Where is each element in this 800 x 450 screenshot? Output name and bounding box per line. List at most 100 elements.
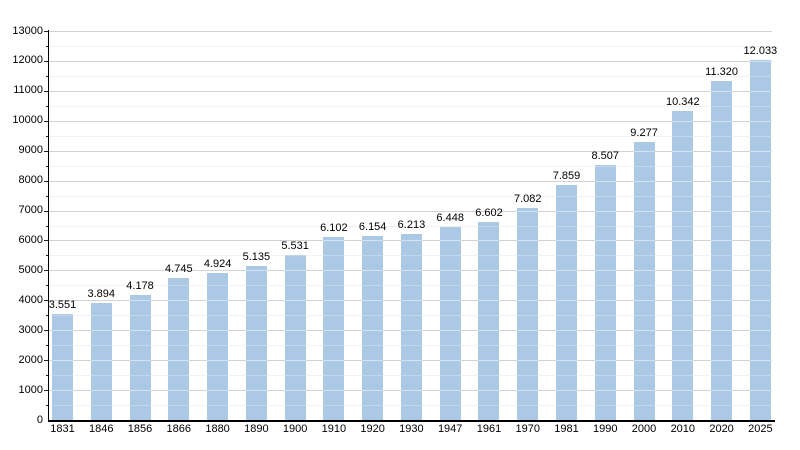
bar [672, 110, 694, 420]
bar-value-label: 11.320 [705, 66, 738, 79]
bar-value-label: 9.277 [630, 127, 658, 140]
y-tick-label: 13000 [12, 24, 43, 37]
x-tick-label: 2010 [670, 423, 696, 435]
minor-gridline [49, 195, 772, 197]
major-gridline-overlay [49, 150, 772, 152]
plot-area: 3.551 3.894 4.178 4.745 4.924 5.135 5.531 6.102… [44, 30, 777, 422]
bar [129, 294, 151, 420]
minor-gridline [49, 45, 772, 47]
bar-value-label: 12.033 [743, 44, 778, 57]
minor-gridline-overlay [49, 45, 772, 47]
y-ticks-layer [44, 31, 772, 420]
x-tick-label: 2025 [748, 423, 773, 435]
x-tick-label: 1831 [50, 423, 75, 435]
y-major-tick [44, 360, 49, 362]
bar-value-label: 7.859 [552, 169, 581, 182]
bar [400, 234, 422, 420]
minor-gridline-overlay [49, 315, 772, 317]
minor-gridline [49, 105, 772, 107]
y-major-tick [44, 240, 49, 242]
x-axis-line [47, 420, 775, 422]
bar-value-label: 4.745 [165, 263, 193, 276]
x-tick-label: 1910 [321, 423, 347, 435]
major-gridline-overlay [49, 390, 772, 392]
minor-gridline-overlay [49, 285, 772, 287]
y-major-tick [44, 90, 49, 92]
y-major-tick [44, 390, 49, 392]
value-labels-layer: 3.551 3.894 4.178 4.745 4.924 5.135 5.531 6.102… [49, 31, 777, 420]
y-major-tick [44, 60, 49, 62]
bar-value-label: 8.507 [591, 150, 620, 163]
major-gridline-overlay [49, 270, 772, 272]
bar-value-label: 6.448 [436, 212, 464, 225]
bar-value-label: 5.531 [281, 239, 309, 252]
x-tick-label: 1880 [205, 423, 230, 435]
bar [439, 227, 461, 420]
gridlines-over [49, 31, 772, 420]
x-tick-label: 1990 [593, 423, 618, 435]
y-tick-label: 6000 [18, 233, 43, 246]
x-tick-label: 1930 [399, 423, 424, 435]
major-gridline-overlay [49, 210, 772, 212]
y-tick-label: 3000 [18, 323, 43, 336]
minor-gridline-overlay [49, 345, 772, 347]
bar [207, 272, 229, 420]
bar-value-label: 6.102 [320, 222, 348, 235]
bar [478, 222, 500, 420]
x-tick-label: 1970 [515, 423, 540, 435]
bar [323, 237, 345, 420]
minor-gridline-overlay [49, 375, 772, 377]
bar-value-label: 3.894 [87, 288, 116, 301]
bar-value-label: 7.082 [513, 193, 542, 206]
minor-gridline-overlay [49, 135, 772, 137]
x-tick-label: 1846 [89, 423, 114, 435]
y-major-tick [44, 180, 49, 182]
minor-gridline [49, 165, 772, 167]
bar-value-label: 6.154 [358, 220, 387, 233]
y-tick-label: 0 [36, 413, 43, 426]
y-tick-label: 5000 [18, 263, 43, 276]
bar [168, 278, 190, 420]
y-major-tick [44, 330, 49, 332]
x-tick-label: 1866 [166, 423, 192, 435]
x-tick-label: 2000 [631, 423, 657, 435]
bar [711, 81, 733, 420]
bar [633, 142, 655, 420]
y-tick-label: 4000 [18, 293, 43, 306]
bar-value-label: 5.135 [242, 251, 271, 264]
bar-value-label: 6.213 [397, 219, 426, 232]
bar [749, 59, 771, 420]
bar [556, 184, 577, 420]
major-gridline-overlay [49, 31, 772, 32]
minor-gridline [49, 75, 772, 77]
major-gridline-overlay [49, 240, 772, 242]
y-tick-label: 1000 [18, 383, 43, 396]
minor-gridline-overlay [49, 165, 772, 167]
x-tick-label: 1961 [476, 423, 502, 435]
major-gridline-overlay [49, 300, 772, 302]
x-tick-label: 2020 [709, 423, 734, 435]
minor-gridline-overlay [49, 195, 772, 197]
minor-gridline-overlay [49, 255, 772, 257]
bar [594, 165, 616, 420]
minor-gridline [49, 225, 772, 227]
x-axis-labels: 1831 1846 1856 1866 1880 1890 1900 1910 1920 1930… [49, 423, 772, 437]
y-tick-label: 8000 [18, 174, 43, 187]
major-gridline-overlay [49, 360, 772, 362]
bar-value-label: 4.924 [203, 257, 232, 270]
y-axis-line [47, 30, 49, 422]
y-major-tick [44, 300, 49, 302]
major-gridline-overlay [49, 60, 772, 62]
y-tick-label: 12000 [12, 54, 43, 67]
x-tick-label: 1900 [282, 423, 308, 435]
bar [284, 254, 306, 420]
bar-value-label: 6.602 [475, 207, 503, 220]
x-tick-label: 1856 [127, 423, 153, 435]
minor-gridline-overlay [49, 225, 772, 227]
major-gridline-overlay [49, 180, 772, 182]
minor-gridline-overlay [49, 105, 772, 107]
bar [52, 313, 73, 420]
y-tick-label: 10000 [12, 114, 43, 127]
y-tick-label: 11000 [13, 84, 43, 97]
